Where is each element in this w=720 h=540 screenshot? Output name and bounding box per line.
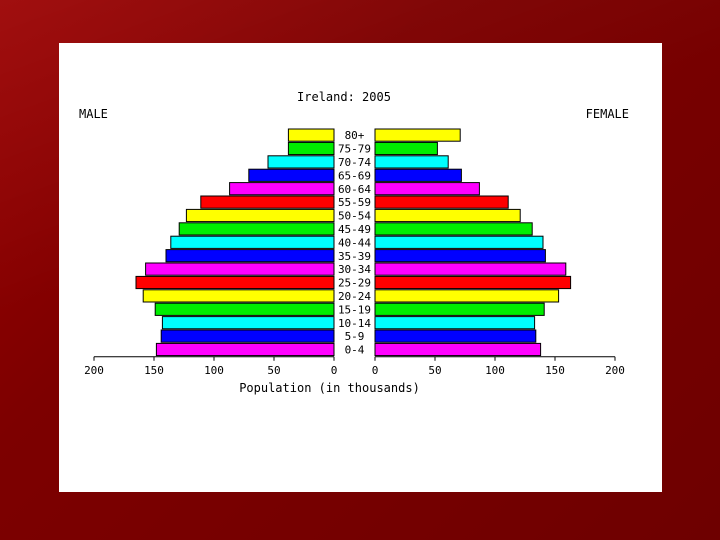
female-bar-75-79 bbox=[374, 141, 438, 156]
age-group-label: 40-44 bbox=[338, 236, 371, 249]
male-x-tick-label: 200 bbox=[84, 364, 104, 377]
male-bar-80+ bbox=[287, 128, 335, 142]
female-x-tick-label: 100 bbox=[485, 364, 505, 377]
right-side-label: FEMALE bbox=[586, 107, 629, 121]
female-x-tick-label: 150 bbox=[545, 364, 565, 377]
population-pyramid-chart: Ireland: 2005 MALE FEMALE 80+75-7970-746… bbox=[79, 90, 629, 395]
chart-card: Ireland: 2005 MALE FEMALE 80+ 75-79 70-74 6… bbox=[59, 43, 662, 492]
age-group-label: 20-24 bbox=[338, 290, 371, 303]
male-bar-25-29 bbox=[135, 275, 335, 290]
female-bar-35-39 bbox=[374, 249, 546, 263]
male-bar-20-24 bbox=[142, 289, 335, 303]
age-group-label: 65-69 bbox=[338, 169, 371, 182]
age-group-label: 0-4 bbox=[345, 344, 365, 357]
age-group-label: 5-9 bbox=[345, 330, 365, 343]
age-group-label: 15-19 bbox=[338, 303, 371, 316]
female-bar-65-69 bbox=[374, 168, 462, 182]
male-x-tick-label: 100 bbox=[204, 364, 224, 377]
male-bar-50-54 bbox=[185, 208, 335, 223]
male-x-tick-label: 50 bbox=[267, 364, 280, 377]
age-group-label: 70-74 bbox=[338, 156, 371, 169]
male-bar-10-14 bbox=[161, 316, 335, 330]
age-group-label: 45-49 bbox=[338, 223, 371, 236]
female-bar-15-19 bbox=[374, 302, 545, 316]
male-bar-5-9 bbox=[160, 329, 335, 343]
female-bar-50-54 bbox=[374, 208, 521, 223]
male-bar-0-4 bbox=[155, 342, 335, 357]
male-bar-65-69 bbox=[248, 168, 335, 182]
age-group-label: 60-64 bbox=[338, 183, 371, 196]
female-x-tick-label: 50 bbox=[428, 364, 441, 377]
female-bar-25-29 bbox=[374, 275, 572, 290]
female-bar-5-9 bbox=[374, 329, 537, 343]
female-x-tick-label: 200 bbox=[605, 364, 625, 377]
age-group-label: 50-54 bbox=[338, 210, 371, 223]
male-bar-55-59 bbox=[200, 195, 335, 209]
female-bar-55-59 bbox=[374, 195, 509, 209]
male-bar-30-34 bbox=[145, 262, 335, 276]
female-bar-80+ bbox=[374, 128, 461, 142]
age-group-label: 30-34 bbox=[338, 263, 371, 276]
male-bar-15-19 bbox=[154, 302, 335, 316]
female-bar-45-49 bbox=[374, 222, 533, 236]
female-bar-70-74 bbox=[374, 155, 449, 169]
age-group-label: 55-59 bbox=[338, 196, 371, 209]
male-bar-45-49 bbox=[178, 222, 335, 236]
male-x-tick-label: 0 bbox=[331, 364, 338, 377]
male-bar-75-79 bbox=[287, 141, 335, 156]
x-axis-title: Population (in thousands) bbox=[239, 381, 420, 395]
age-group-label: 80+ bbox=[345, 129, 365, 142]
female-x-tick-label: 0 bbox=[372, 364, 379, 377]
male-bar-70-74 bbox=[267, 155, 335, 169]
left-side-label: MALE bbox=[79, 107, 108, 121]
female-bar-20-24 bbox=[374, 289, 560, 303]
male-x-tick-label: 150 bbox=[144, 364, 164, 377]
male-bar-35-39 bbox=[165, 249, 335, 263]
female-bar-0-4 bbox=[374, 342, 542, 357]
female-bar-10-14 bbox=[374, 316, 536, 330]
female-bar-40-44 bbox=[374, 235, 544, 249]
age-group-label: 10-14 bbox=[338, 317, 371, 330]
age-group-label: 25-29 bbox=[338, 277, 371, 290]
chart-title: Ireland: 2005 bbox=[297, 90, 391, 104]
male-bar-40-44 bbox=[170, 235, 335, 249]
age-group-label: 35-39 bbox=[338, 250, 371, 263]
male-bar-60-64 bbox=[229, 182, 335, 196]
female-bar-60-64 bbox=[374, 182, 480, 196]
female-bar-30-34 bbox=[374, 262, 567, 276]
age-group-label: 75-79 bbox=[338, 143, 371, 156]
